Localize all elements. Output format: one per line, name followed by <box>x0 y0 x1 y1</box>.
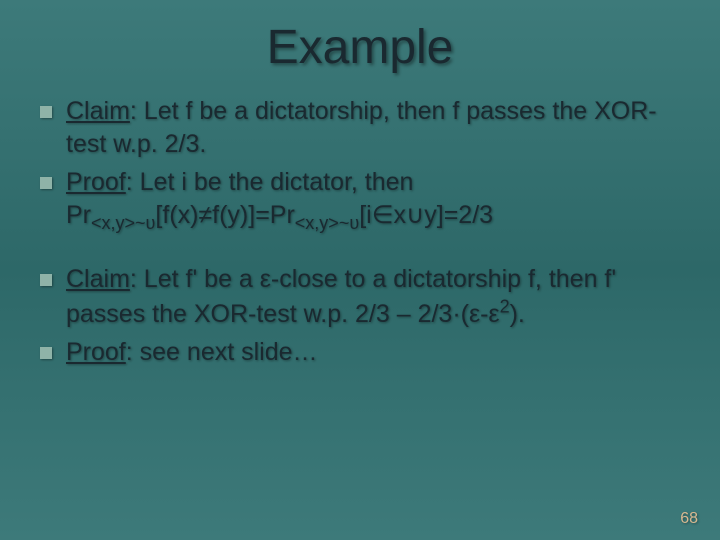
square-bullet-icon <box>40 274 52 286</box>
item-label: Proof <box>66 168 126 196</box>
bullet-item: Proof: see next slide… <box>40 336 680 369</box>
bullet-item: Proof: Let i be the dictator, then Pr<x,… <box>40 166 680 235</box>
item-rest: : Let f' be a ε-close to a dictatorship … <box>66 265 616 328</box>
item-rest: : Let f be a dictatorship, then f passes… <box>66 97 657 158</box>
slide: Example Claim: Let f be a dictatorship, … <box>0 0 720 540</box>
content: Claim: Let f be a dictatorship, then f p… <box>40 95 680 369</box>
square-bullet-icon <box>40 106 52 118</box>
spacer <box>40 241 680 263</box>
bullet-item: Claim: Let f be a dictatorship, then f p… <box>40 95 680 160</box>
item-label: Proof <box>66 338 126 366</box>
item-text: Claim: Let f' be a ε-close to a dictator… <box>66 263 680 330</box>
square-bullet-icon <box>40 347 52 359</box>
item-label: Claim <box>66 265 130 293</box>
square-bullet-icon <box>40 177 52 189</box>
page-number: 68 <box>680 510 698 528</box>
bullet-item: Claim: Let f' be a ε-close to a dictator… <box>40 263 680 330</box>
item-rest: : see next slide… <box>126 338 318 366</box>
item-text: Claim: Let f be a dictatorship, then f p… <box>66 95 680 160</box>
slide-title: Example <box>40 20 680 75</box>
item-rest: : Let i be the dictator, then Pr<x,y>~υ[… <box>66 168 493 229</box>
item-text: Proof: see next slide… <box>66 336 680 369</box>
item-label: Claim <box>66 97 130 125</box>
item-text: Proof: Let i be the dictator, then Pr<x,… <box>66 166 680 235</box>
